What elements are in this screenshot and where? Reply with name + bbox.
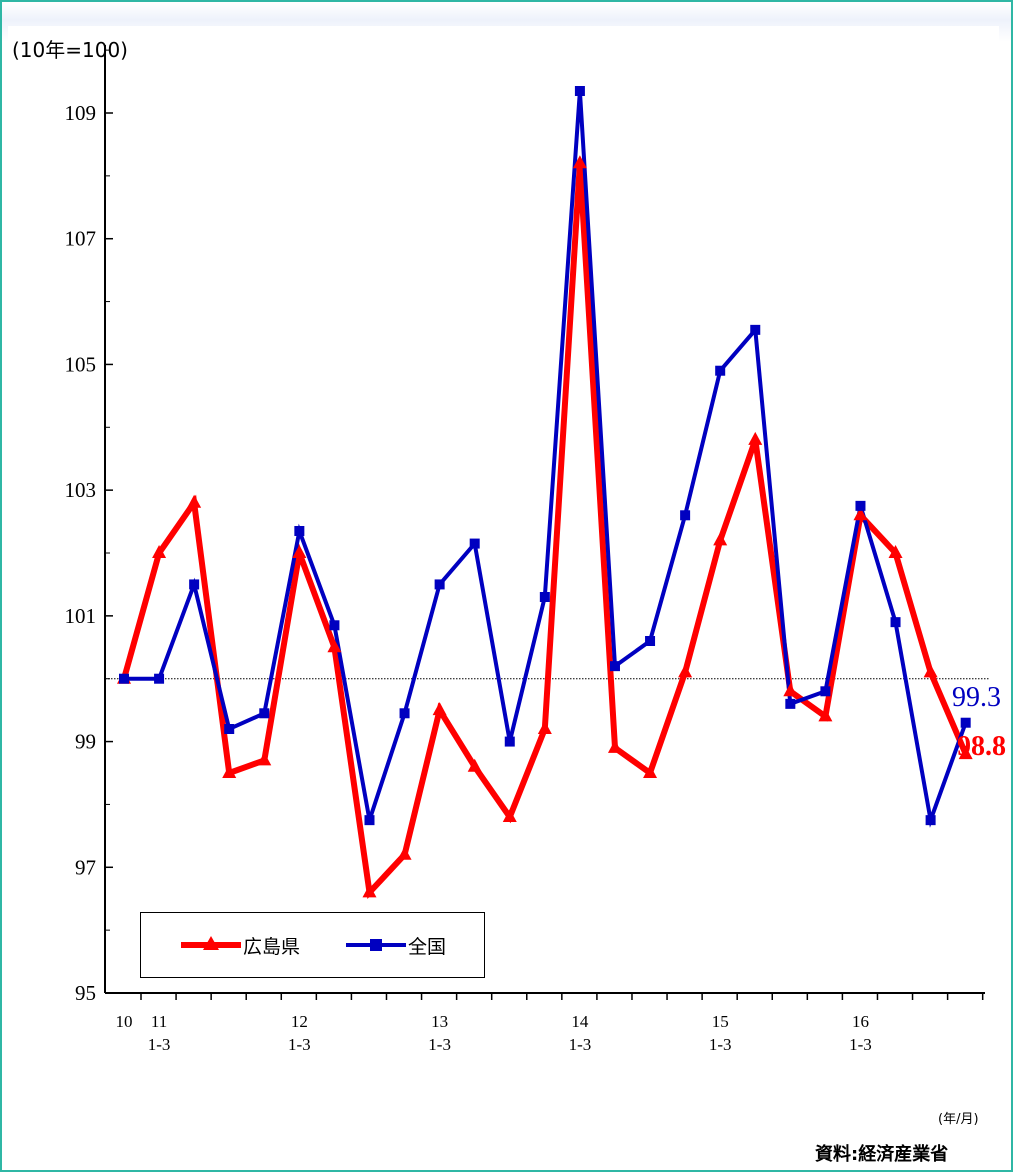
x-tick-label: 1-3 [569, 1035, 592, 1054]
y-tick-label: 95 [75, 981, 96, 1005]
data-point-hiroshima [818, 708, 833, 722]
data-point-hiroshima [783, 683, 798, 697]
data-point-hiroshima [958, 746, 973, 760]
y-tick-label: 99 [75, 730, 96, 754]
data-point-hiroshima [502, 809, 517, 823]
data-point-national [890, 617, 901, 628]
data-point-national [399, 708, 410, 719]
x-tick-label: 1-3 [288, 1035, 311, 1054]
x-tick-label: 1-3 [709, 1035, 732, 1054]
x-tick-label: 15 [712, 1012, 729, 1031]
data-point-national [154, 673, 165, 684]
data-point-national [785, 698, 796, 709]
y-axis-unit-label: (10年=100) [12, 38, 128, 62]
data-point-national [434, 579, 445, 590]
data-point-national [189, 579, 200, 590]
data-point-national [960, 717, 971, 728]
data-point-hiroshima [572, 155, 587, 169]
data-point-national [224, 724, 235, 735]
legend-swatch-hiroshima [181, 936, 241, 950]
data-point-hiroshima [467, 758, 482, 772]
x-tick-label: 11 [151, 1012, 167, 1031]
x-tick-label: 13 [431, 1012, 448, 1031]
x-tick-label: 10 [116, 1012, 133, 1031]
data-point-national [574, 86, 585, 97]
data-point-national [645, 636, 656, 647]
data-point-national [294, 526, 305, 537]
data-point-hiroshima [853, 507, 868, 521]
data-point-hiroshima [643, 765, 658, 779]
data-point-national [364, 815, 375, 826]
data-point-national [504, 736, 515, 747]
legend: 広島県 全国 [140, 912, 485, 978]
data-point-national [329, 620, 340, 631]
y-tick-label: 103 [65, 478, 97, 502]
data-point-national [469, 538, 480, 549]
data-point-hiroshima [678, 664, 693, 678]
data-point-hiroshima [327, 639, 342, 653]
data-point-hiroshima [397, 846, 412, 860]
data-point-hiroshima [432, 702, 447, 716]
data-point-hiroshima [257, 752, 272, 766]
legend-swatch-national [346, 939, 406, 951]
x-tick-label: 14 [571, 1012, 589, 1031]
x-tick-label: 1-3 [148, 1035, 171, 1054]
data-point-hiroshima [362, 884, 377, 898]
data-point-hiroshima [923, 664, 938, 678]
data-point-hiroshima [292, 545, 307, 559]
data-point-hiroshima [187, 494, 202, 508]
y-tick-label: 107 [65, 227, 97, 251]
data-point-hiroshima [713, 532, 728, 546]
data-point-national [925, 815, 936, 826]
data-point-national [715, 365, 726, 376]
y-tick-label: 105 [65, 352, 97, 376]
x-tick-label: 1-3 [428, 1035, 451, 1054]
data-point-hiroshima [607, 739, 622, 753]
source-label: 資料:経済産業省 [815, 1144, 949, 1165]
data-point-national [609, 661, 620, 672]
data-point-hiroshima [222, 765, 237, 779]
legend-label-hiroshima: 広島県 [243, 935, 301, 958]
data-point-national [750, 324, 761, 335]
data-point-national [539, 592, 550, 603]
data-point-national [680, 510, 691, 521]
x-tick-label: 1-3 [849, 1035, 872, 1054]
legend-item-hiroshima: 広島県 [181, 931, 300, 959]
data-point-hiroshima [748, 431, 763, 445]
x-tick-label: 12 [291, 1012, 308, 1031]
data-point-national [820, 686, 831, 697]
data-point-hiroshima [152, 545, 167, 559]
y-tick-label: 101 [65, 604, 97, 628]
data-point-hiroshima [888, 545, 903, 559]
series-line-hiroshima [121, 163, 969, 900]
data-point-national [855, 500, 866, 511]
data-point-national [119, 673, 129, 684]
data-point-hiroshima [537, 721, 552, 735]
data-point-national [259, 708, 270, 719]
x-tick-label: 16 [852, 1012, 869, 1031]
x-axis-unit-label: (年/月) [938, 1112, 979, 1127]
legend-item-national: 全国 [346, 931, 446, 959]
end-label-hiroshima: 98.8 [957, 731, 1006, 762]
y-tick-label: 97 [75, 855, 96, 879]
legend-label-national: 全国 [408, 935, 447, 958]
y-tick-label: 109 [65, 101, 97, 125]
end-label-national: 99.3 [952, 682, 1001, 713]
